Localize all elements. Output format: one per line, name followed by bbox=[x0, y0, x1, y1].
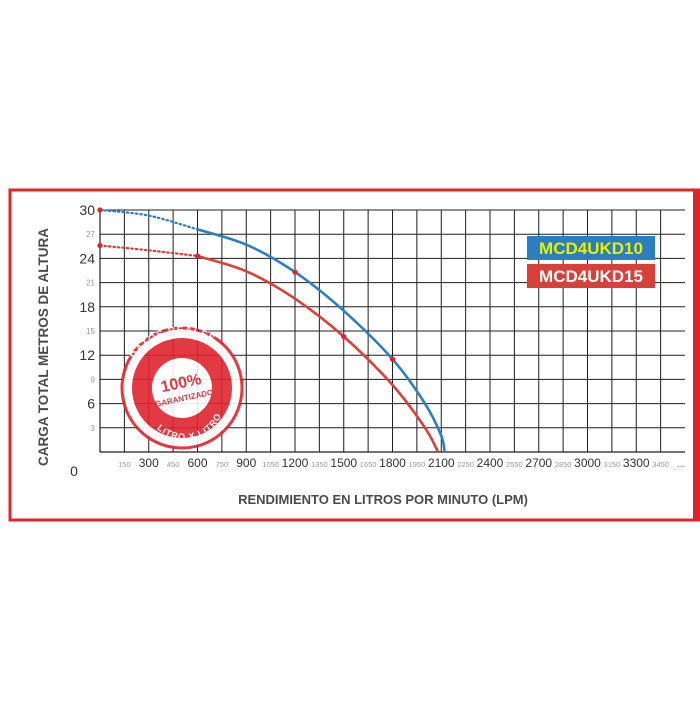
y-tick-label: 6 bbox=[87, 396, 95, 412]
x-tick-label: 1050 bbox=[262, 460, 279, 469]
x-tick-label: 600 bbox=[187, 456, 207, 470]
series-line-mcd4ukd10 bbox=[197, 228, 446, 453]
series-marker-mcd4ukd10 bbox=[292, 269, 298, 275]
y-tick-label: 3 bbox=[91, 424, 96, 433]
x-tick-label: 1500 bbox=[330, 456, 357, 470]
y-tick-label: 15 bbox=[86, 327, 95, 336]
series-marker-mcd4ukd10 bbox=[389, 356, 396, 362]
x-axis-title: RENDIMIENTO EN LITROS POR MINUTO (LPM) bbox=[238, 492, 528, 507]
grid bbox=[99, 209, 685, 453]
x-tick-label: 3450 bbox=[652, 460, 669, 469]
series-marker-mcd4ukd10 bbox=[97, 207, 103, 213]
y-tick-label: 30 bbox=[79, 202, 95, 218]
x-tick-label: 2400 bbox=[477, 456, 504, 470]
x-tick-label: 3150 bbox=[604, 460, 621, 469]
x-tick-label: 1350 bbox=[311, 460, 328, 469]
x-tick-label: 3000 bbox=[574, 456, 601, 470]
tick-labels: 150 300 450 600 750 900 1050 1200 1350 1500 1650 18… bbox=[70, 202, 685, 479]
x-tick-label: 2850 bbox=[555, 460, 572, 469]
series bbox=[97, 207, 446, 453]
y-tick-label: 18 bbox=[79, 299, 95, 315]
series-line-mcd4ukd15 bbox=[197, 254, 440, 453]
stamp-center bbox=[152, 358, 212, 418]
y-tick-label: 0 bbox=[70, 463, 78, 479]
y-tick-label: 24 bbox=[79, 250, 95, 266]
x-tick-label: 2700 bbox=[525, 456, 552, 470]
x-tick-label: 2550 bbox=[506, 460, 523, 469]
x-tick-label: 2100 bbox=[428, 456, 455, 470]
x-tick-label: 900 bbox=[236, 456, 256, 470]
x-tick-label: 450 bbox=[167, 460, 180, 469]
series-line-dotted-mcd4ukd15 bbox=[98, 244, 199, 258]
x-tick-label: 750 bbox=[216, 460, 229, 469]
y-axis-title: CARGA TOTAL METROS DE ALTURA bbox=[36, 228, 51, 466]
x-tick-label: 2250 bbox=[457, 460, 474, 469]
legend-label-mcd4ukd10: MCD4UKD10 bbox=[539, 239, 643, 258]
series-line-dotted-mcd4ukd10 bbox=[98, 208, 199, 231]
x-tick-label: 1950 bbox=[409, 460, 426, 469]
legend-swatch-mcd4ukd10 bbox=[527, 236, 655, 260]
legend-label-mcd4ukd15: MCD4UKD15 bbox=[539, 267, 643, 286]
legend-swatch-mcd4ukd15 bbox=[527, 264, 655, 288]
y-tick-label: 21 bbox=[86, 279, 95, 288]
x-tick-label: 3300 bbox=[623, 456, 650, 470]
x-tick-label: 1200 bbox=[282, 456, 309, 470]
x-tick-label: 300 bbox=[139, 456, 159, 470]
x-tick-label: 1650 bbox=[360, 460, 377, 469]
x-tick-ellipsis: ... bbox=[677, 459, 685, 470]
series-marker-mcd4ukd15 bbox=[194, 253, 201, 259]
x-tick-label: 1800 bbox=[379, 456, 406, 470]
chart-frame-right-accent bbox=[693, 190, 700, 520]
guarantee-stamp: DATOS REALES LITRO X LITRO 100% GARANTIZ… bbox=[120, 317, 244, 450]
x-tick-label: 150 bbox=[118, 460, 131, 469]
series-marker-mcd4ukd15 bbox=[97, 242, 103, 249]
chart-frame-border bbox=[8, 188, 700, 522]
y-tick-label: 12 bbox=[79, 347, 95, 363]
legend: MCD4UKD10 MCD4UKD15 bbox=[527, 236, 655, 288]
y-tick-label: 27 bbox=[86, 230, 95, 239]
y-tick-label: 9 bbox=[91, 375, 96, 384]
series-marker-mcd4ukd15 bbox=[341, 334, 347, 340]
